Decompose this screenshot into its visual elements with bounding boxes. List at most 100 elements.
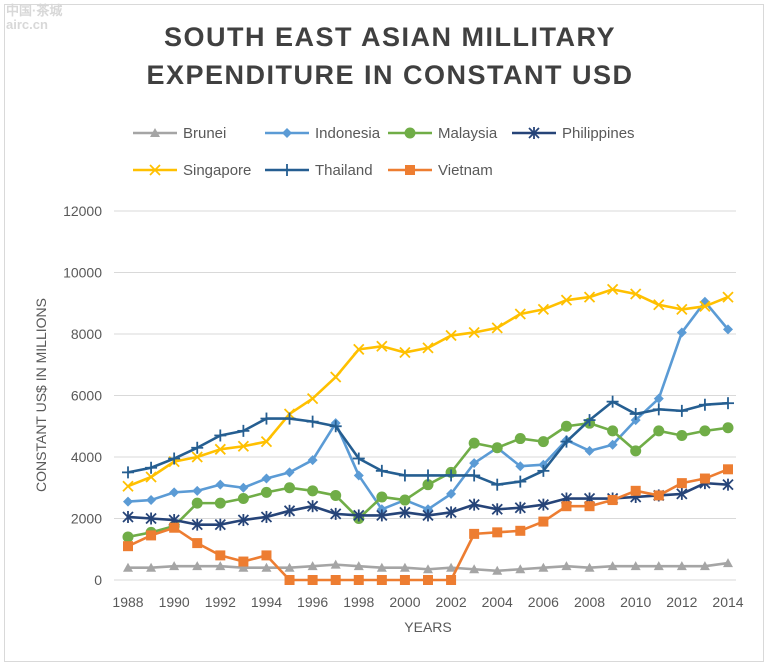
data-point-malaysia — [237, 493, 249, 505]
legend-label: Vietnam — [438, 162, 493, 179]
data-point-malaysia — [537, 436, 549, 448]
data-point-brunei — [192, 561, 203, 571]
data-point-thailand — [191, 441, 204, 454]
data-point-malaysia — [399, 494, 411, 506]
data-point-singapore — [630, 288, 642, 300]
data-point-indonesia — [607, 439, 618, 450]
legend-marker — [405, 165, 415, 175]
data-point-singapore — [214, 443, 226, 455]
data-point-singapore — [306, 392, 319, 405]
data-point-malaysia — [722, 422, 734, 434]
data-point-thailand — [722, 397, 734, 410]
x-tick-label: 2000 — [389, 594, 420, 610]
data-point-thailand — [283, 412, 296, 425]
data-point-vietnam — [561, 501, 572, 512]
series-brunei — [123, 558, 733, 575]
data-point-vietnam — [261, 550, 272, 561]
data-point-indonesia — [192, 485, 203, 496]
data-point-brunei — [584, 562, 595, 572]
data-point-thailand — [445, 469, 458, 482]
data-point-vietnam — [515, 525, 526, 536]
data-point-thailand — [145, 461, 158, 474]
y-tick-label: 10000 — [63, 265, 102, 281]
data-point-thailand — [329, 420, 342, 433]
data-point-thailand — [537, 464, 550, 477]
data-point-singapore — [491, 322, 503, 334]
data-point-brunei — [238, 562, 249, 572]
data-point-indonesia — [123, 496, 133, 507]
data-point-malaysia — [330, 489, 342, 501]
data-point-vietnam — [653, 490, 664, 501]
legend-item-malaysia: Malaysia — [388, 125, 498, 142]
data-point-philippines — [214, 518, 226, 531]
data-point-philippines — [145, 512, 157, 525]
data-point-vietnam — [399, 575, 410, 585]
data-point-brunei — [330, 559, 341, 569]
data-point-indonesia — [469, 458, 480, 469]
data-point-brunei — [399, 562, 410, 572]
data-point-brunei — [538, 562, 549, 572]
data-point-thailand — [560, 435, 573, 448]
data-point-thailand — [514, 475, 527, 488]
data-point-brunei — [215, 561, 226, 571]
chart-frame — [4, 4, 764, 662]
legend-label: Malaysia — [438, 125, 498, 142]
legend-label: Indonesia — [315, 125, 381, 142]
data-point-brunei — [469, 564, 480, 574]
data-point-vietnam — [307, 575, 318, 585]
series-singapore — [122, 283, 734, 492]
data-point-philippines — [422, 509, 434, 522]
x-tick-label: 1994 — [251, 594, 282, 610]
data-point-indonesia — [515, 461, 526, 472]
legend-item-indonesia: Indonesia — [265, 125, 381, 142]
data-point-thailand — [422, 469, 434, 482]
data-point-thailand — [352, 452, 365, 465]
legend-item-vietnam: Vietnam — [388, 162, 493, 179]
legend-label: Singapore — [183, 162, 251, 179]
y-axis-label: CONSTANT US$ IN MILLIONS — [33, 298, 49, 492]
data-point-philippines — [445, 506, 457, 519]
data-point-indonesia — [584, 445, 595, 456]
data-point-indonesia — [146, 495, 157, 506]
data-point-malaysia — [491, 442, 503, 454]
data-point-thailand — [398, 469, 411, 482]
legend-item-brunei: Brunei — [133, 125, 226, 142]
data-point-brunei — [123, 562, 133, 572]
data-point-philippines — [399, 506, 411, 519]
data-point-indonesia — [723, 324, 733, 335]
data-point-philippines — [191, 518, 203, 531]
data-point-vietnam — [376, 575, 387, 585]
data-point-malaysia — [214, 497, 226, 509]
data-point-singapore — [583, 291, 596, 303]
data-point-indonesia — [630, 415, 641, 426]
data-point-singapore — [191, 451, 203, 463]
data-point-singapore — [399, 346, 411, 359]
x-tick-label: 1992 — [205, 594, 236, 610]
y-tick-label: 8000 — [71, 326, 102, 342]
data-point-thailand — [675, 404, 688, 417]
data-point-brunei — [653, 561, 664, 571]
data-point-vietnam — [469, 528, 480, 539]
data-point-thailand — [468, 469, 481, 482]
legend-item-singapore: Singapore — [133, 162, 251, 179]
data-point-thailand — [491, 478, 504, 491]
data-point-philippines — [237, 514, 250, 527]
x-tick-label: 1996 — [297, 594, 328, 610]
data-point-singapore — [676, 303, 688, 316]
data-point-philippines — [330, 507, 342, 520]
x-tick-label: 2004 — [482, 594, 513, 610]
data-point-thailand — [168, 452, 181, 465]
data-point-malaysia — [653, 425, 665, 437]
x-tick-label: 2012 — [666, 594, 697, 610]
data-point-brunei — [515, 564, 526, 574]
data-point-brunei — [446, 562, 457, 572]
data-point-brunei — [492, 565, 503, 575]
data-point-indonesia — [423, 504, 433, 515]
data-point-vietnam — [584, 501, 595, 512]
data-point-indonesia — [376, 504, 387, 515]
legend: Brunei Indonesia Malaysia Philippines Singap… — [133, 125, 635, 179]
data-point-vietnam — [630, 485, 641, 496]
data-point-malaysia — [284, 482, 296, 494]
data-point-singapore — [330, 371, 342, 383]
x-tick-label: 1988 — [112, 594, 143, 610]
